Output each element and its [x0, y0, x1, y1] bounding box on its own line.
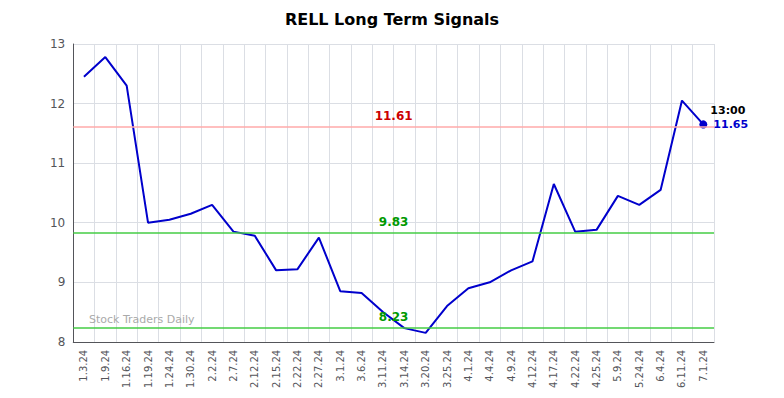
svg-text:3.20.24: 3.20.24 [420, 350, 431, 388]
svg-text:4.25.24: 4.25.24 [591, 350, 602, 388]
svg-text:3.11.24: 3.11.24 [377, 350, 388, 388]
svg-text:11.61: 11.61 [375, 109, 413, 123]
svg-text:2.22.24: 2.22.24 [292, 350, 303, 388]
svg-text:4.9.24: 4.9.24 [506, 350, 517, 382]
svg-text:3.1.24: 3.1.24 [335, 350, 346, 382]
svg-text:7.1.24: 7.1.24 [698, 350, 709, 382]
svg-text:RELL Long Term Signals: RELL Long Term Signals [285, 10, 499, 29]
svg-text:3.14.24: 3.14.24 [399, 350, 410, 388]
svg-text:2.2.24: 2.2.24 [207, 350, 218, 382]
svg-text:4.1.24: 4.1.24 [463, 350, 474, 382]
svg-text:5.24.24: 5.24.24 [634, 350, 645, 388]
svg-text:10: 10 [50, 216, 65, 230]
svg-text:5.9.24: 5.9.24 [612, 350, 623, 382]
svg-text:1.19.24: 1.19.24 [143, 350, 154, 388]
svg-text:9: 9 [58, 275, 66, 289]
svg-text:2.15.24: 2.15.24 [271, 350, 282, 388]
svg-text:6.11.24: 6.11.24 [676, 350, 687, 388]
svg-text:3.25.24: 3.25.24 [442, 350, 453, 388]
svg-text:13: 13 [50, 37, 65, 51]
svg-text:1.3.24: 1.3.24 [78, 350, 89, 382]
svg-text:6.4.24: 6.4.24 [655, 350, 666, 382]
svg-text:4.22.24: 4.22.24 [570, 350, 581, 388]
svg-text:11: 11 [50, 156, 65, 170]
svg-text:8.23: 8.23 [379, 310, 409, 324]
svg-text:Stock Traders Daily: Stock Traders Daily [89, 313, 195, 326]
svg-text:1.9.24: 1.9.24 [100, 350, 111, 382]
svg-text:2.7.24: 2.7.24 [228, 350, 239, 382]
svg-text:13:00: 13:00 [710, 104, 745, 117]
svg-text:1.16.24: 1.16.24 [121, 350, 132, 388]
svg-text:1.30.24: 1.30.24 [185, 350, 196, 388]
svg-text:11.65: 11.65 [713, 118, 748, 131]
svg-text:3.6.24: 3.6.24 [356, 350, 367, 382]
svg-text:12: 12 [50, 97, 65, 111]
svg-text:9.83: 9.83 [379, 215, 409, 229]
svg-text:8: 8 [58, 335, 66, 349]
svg-text:2.27.24: 2.27.24 [313, 350, 324, 388]
svg-text:4.17.24: 4.17.24 [548, 350, 559, 388]
svg-text:4.12.24: 4.12.24 [527, 350, 538, 388]
svg-text:2.12.24: 2.12.24 [249, 350, 260, 388]
svg-text:4.4.24: 4.4.24 [484, 350, 495, 382]
svg-text:1.24.24: 1.24.24 [164, 350, 175, 388]
